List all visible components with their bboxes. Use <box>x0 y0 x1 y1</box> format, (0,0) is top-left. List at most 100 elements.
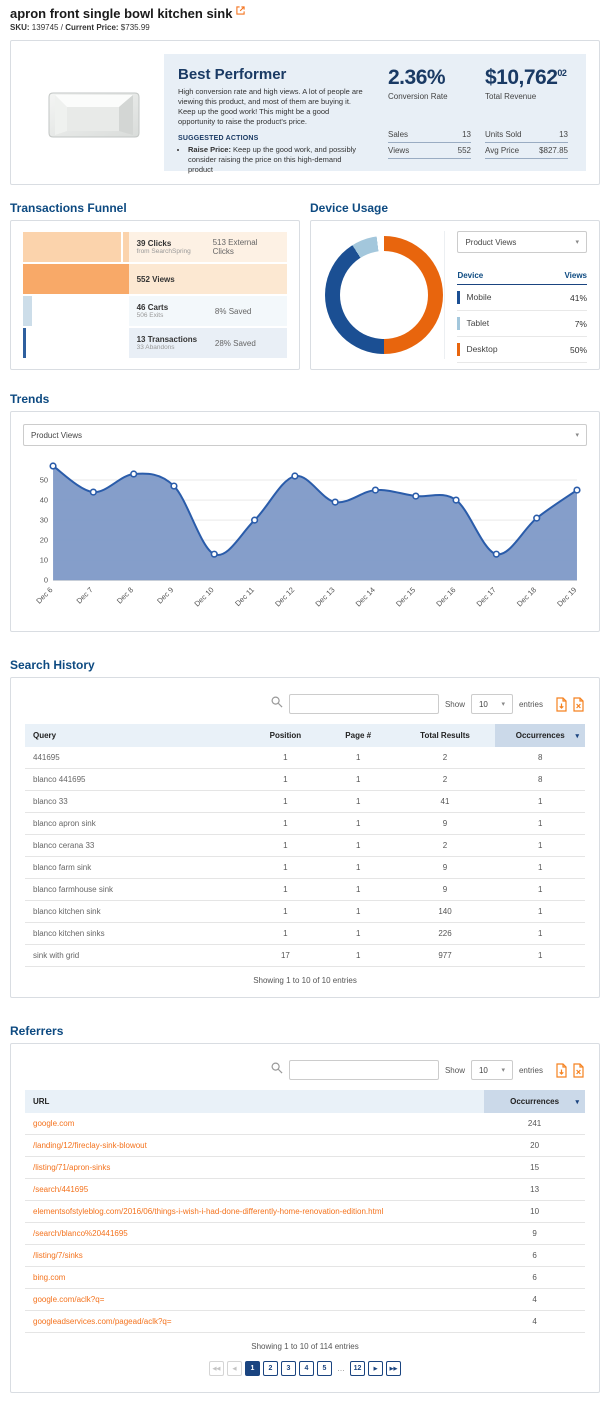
referrers-controls: Show 10 ▾ entries <box>25 1054 585 1090</box>
funnel-row: 46 Carts 506 Exits 8% Saved <box>23 296 287 326</box>
url-cell: /listing/7/sinks <box>25 1244 485 1268</box>
funnel-row: 13 Transactions 33 Abandons 28% Saved <box>23 328 287 358</box>
column-header-position[interactable]: Position <box>249 724 322 748</box>
column-header-occurrences[interactable]: Occurrences ▾ <box>484 1090 585 1114</box>
query-cell: blanco 441695 <box>25 768 249 792</box>
query-cell: blanco apron sink <box>25 812 249 836</box>
referrer-link[interactable]: google.com/aclk?q= <box>33 1295 105 1305</box>
pagination-prev-button[interactable]: ◀ <box>227 1361 242 1377</box>
pagination-page-4[interactable]: 4 <box>299 1361 314 1377</box>
referrer-link[interactable]: /search/441695 <box>33 1185 89 1195</box>
value-cell: 1 <box>321 768 395 792</box>
export-file-icon[interactable] <box>555 1063 568 1078</box>
referrer-link[interactable]: /listing/71/apron-sinks <box>33 1163 111 1173</box>
best-performer-card: Best Performer High conversion rate and … <box>10 40 600 185</box>
device-usage-table: Device Views Mobile 41% Tablet 7% Desktop 50% <box>457 267 587 363</box>
referrer-link[interactable]: /landing/12/fireclay-sink-blowout <box>33 1141 147 1151</box>
svg-text:Dec 19: Dec 19 <box>555 585 578 608</box>
referrer-link[interactable]: /listing/7/sinks <box>33 1251 83 1261</box>
product-image <box>24 54 164 171</box>
trends-metric-dropdown[interactable]: Product Views ▾ <box>23 424 587 446</box>
value-cell: 1 <box>249 812 322 836</box>
column-header-query[interactable]: Query <box>25 724 249 748</box>
search-history-filter-input[interactable] <box>288 694 439 715</box>
occurrences-cell: 20 <box>484 1134 585 1158</box>
sort-descending-icon: ▾ <box>575 732 579 740</box>
svg-text:10: 10 <box>40 556 48 565</box>
best-performer-description: High conversion rate and high views. A l… <box>178 87 363 127</box>
table-row: blanco farmhouse sink 1 1 9 1 <box>25 878 585 902</box>
search-history-page-size-select[interactable]: 10 ▾ <box>470 694 513 715</box>
pagination-page-3[interactable]: 3 <box>281 1361 296 1377</box>
occurrences-cell: 15 <box>484 1156 585 1180</box>
funnel-row: 552 Views <box>23 264 287 294</box>
pagination-page-2[interactable]: 2 <box>263 1361 278 1377</box>
table-row: /listing/7/sinks 6 <box>25 1244 585 1268</box>
pagination-page-12[interactable]: 12 <box>350 1361 365 1377</box>
referrer-link[interactable]: elementsofstyleblog.com/2016/06/things-i… <box>33 1207 384 1217</box>
svg-text:Dec 8: Dec 8 <box>115 585 135 605</box>
value-cell: 8 <box>495 768 585 792</box>
table-row: elementsofstyleblog.com/2016/06/things-i… <box>25 1200 585 1224</box>
chevron-down-icon: ▾ <box>575 239 579 246</box>
suggested-actions-list: Raise Price: Keep up the good work, and … <box>188 145 366 175</box>
pagination-page-5[interactable]: 5 <box>317 1361 332 1377</box>
trends-panel: Product Views ▾ 0 10 20 30 40 50 Dec 6 Dec 7 Dec… <box>10 411 600 633</box>
page-title: apron front single bowl kitchen sink <box>10 6 233 21</box>
funnel-row-sub-label: 33 Abandons <box>136 344 175 351</box>
search-icon <box>271 1061 283 1079</box>
value-cell: 1 <box>321 944 395 968</box>
device-usage-title: Device Usage <box>310 201 389 215</box>
device-row: Desktop 50% <box>457 336 587 363</box>
search-history-section: Search History Show 10 ▾ entries Query Po… <box>10 658 600 999</box>
pagination-last-button[interactable]: ▶▶ <box>386 1361 401 1377</box>
url-cell: /search/441695 <box>25 1178 485 1202</box>
referrer-link[interactable]: bing.com <box>33 1273 66 1283</box>
referrers-table: URL Occurrences ▾ google.com 241/landing/12… <box>25 1090 585 1334</box>
funnel-row: 39 Clicks from SearchSpring 513 External C… <box>23 232 287 262</box>
funnel-bar <box>23 296 32 326</box>
device-name-cell: Desktop <box>457 336 541 363</box>
query-cell: blanco cerana 33 <box>25 834 249 858</box>
suggested-action-item: Raise Price: Keep up the good work, and … <box>188 145 366 175</box>
value-cell: 1 <box>249 922 322 946</box>
column-header-occurrences[interactable]: Occurrences ▾ <box>495 724 585 748</box>
url-cell: /listing/71/apron-sinks <box>25 1156 485 1180</box>
sku-label: SKU: <box>10 23 30 32</box>
value-cell: 1 <box>495 944 585 968</box>
total-revenue-value: $10,76202 <box>485 66 567 89</box>
pagination-page-1[interactable]: 1 <box>245 1361 260 1377</box>
table-row: sink with grid 17 1 977 1 <box>25 944 585 968</box>
value-cell: 1 <box>495 812 585 836</box>
table-row: blanco farm sink 1 1 9 1 <box>25 856 585 880</box>
export-file-icon[interactable] <box>555 697 568 712</box>
query-cell: 441695 <box>25 747 249 770</box>
column-header-url[interactable]: URL <box>25 1090 485 1114</box>
referrers-filter-input[interactable] <box>288 1060 439 1081</box>
column-header-page-[interactable]: Page # <box>321 724 395 748</box>
pagination-next-button[interactable]: ▶ <box>368 1361 383 1377</box>
funnel-row-labels: 39 Clicks from SearchSpring 513 External C… <box>128 232 287 262</box>
query-cell: blanco farmhouse sink <box>25 878 249 902</box>
svg-text:30: 30 <box>40 516 48 525</box>
url-cell: /landing/12/fireclay-sink-blowout <box>25 1134 485 1158</box>
sku-value: 139745 <box>31 23 59 32</box>
url-cell: elementsofstyleblog.com/2016/06/things-i… <box>25 1200 485 1224</box>
search-history-showing-text: Showing 1 to 10 of 10 entries <box>253 976 357 986</box>
table-row: blanco 33 1 1 41 1 <box>25 790 585 814</box>
external-link-icon[interactable] <box>236 6 246 15</box>
export-excel-icon[interactable] <box>572 697 585 712</box>
value-cell: 1 <box>495 790 585 814</box>
device-usage-section: Device Usage Product Views ▾ Device Vi <box>310 201 600 370</box>
pagination-first-button[interactable]: ◀◀ <box>209 1361 224 1377</box>
referrer-link[interactable]: /search/blanco%20441695 <box>33 1229 128 1239</box>
referrer-link[interactable]: googleadservices.com/pagead/aclk?q= <box>33 1317 172 1327</box>
funnel-row-extra-label: 28% Saved <box>214 338 256 348</box>
referrer-link[interactable]: google.com <box>33 1119 75 1129</box>
export-excel-icon[interactable] <box>572 1063 585 1078</box>
column-header-total-results[interactable]: Total Results <box>394 724 496 748</box>
device-metric-dropdown[interactable]: Product Views ▾ <box>457 231 587 253</box>
device-usage-panel: Product Views ▾ Device Views Mobile 41% Ta… <box>310 220 600 370</box>
device-views-cell: 50% <box>540 336 587 363</box>
referrers-page-size-select[interactable]: 10 ▾ <box>470 1060 513 1081</box>
